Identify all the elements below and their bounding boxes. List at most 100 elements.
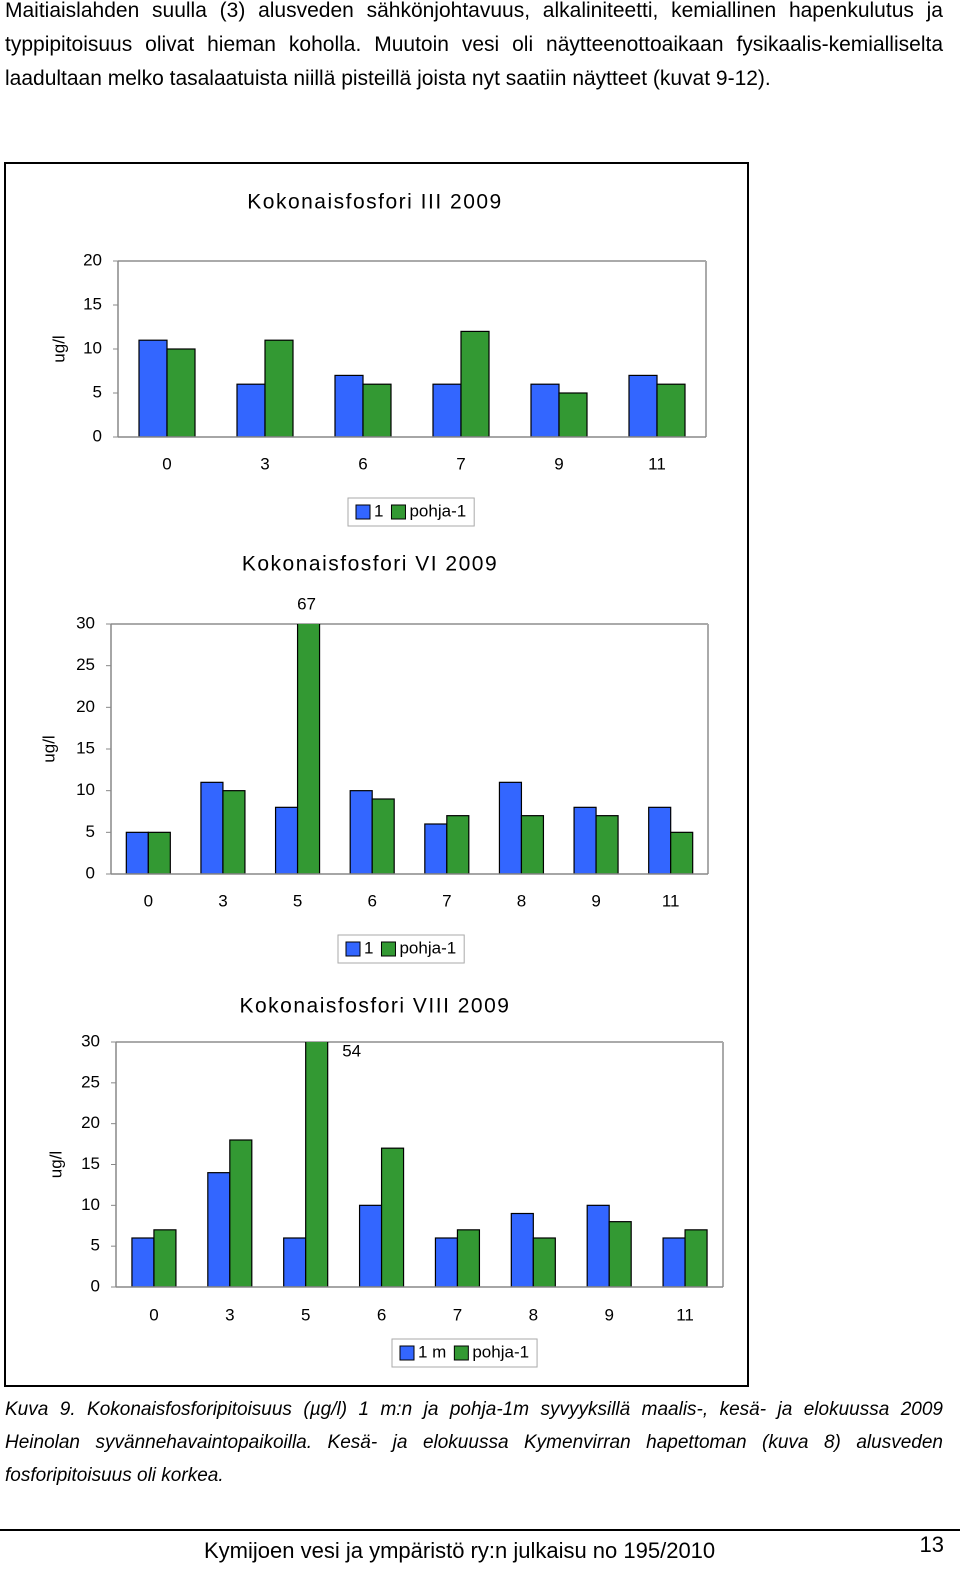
bar	[358, 1204, 383, 1287]
x-tick-label: 6	[358, 454, 367, 473]
bar	[125, 831, 149, 874]
x-tick-label: 3	[218, 891, 227, 910]
bar	[628, 374, 658, 437]
bar	[434, 1237, 459, 1287]
y-tick-label: 15	[81, 1154, 100, 1173]
bar	[131, 1237, 155, 1287]
legend-swatch	[345, 941, 361, 957]
bar	[510, 1212, 534, 1287]
x-tick-label: 7	[456, 454, 465, 473]
y-tick-label: 0	[93, 426, 102, 445]
x-tick-label: 6	[367, 891, 376, 910]
bar	[446, 815, 470, 874]
y-tick-label: 10	[76, 780, 95, 799]
bar	[371, 798, 395, 874]
x-tick-label: 9	[604, 1305, 613, 1324]
y-tick-label: 5	[93, 382, 102, 401]
bar	[236, 383, 266, 437]
bar	[349, 790, 373, 874]
y-tick-label: 30	[81, 1031, 100, 1050]
legend-swatch	[380, 941, 396, 957]
figure-frame	[4, 162, 749, 1387]
bar	[153, 1229, 177, 1287]
bar	[648, 806, 672, 874]
bar	[498, 781, 523, 874]
legend-swatch	[399, 1345, 415, 1361]
data-label: 67	[297, 594, 316, 613]
bars	[125, 624, 694, 874]
x-tick-label: 7	[442, 891, 451, 910]
bar	[207, 1172, 231, 1287]
x-tick-label: 8	[529, 1305, 538, 1324]
bar	[532, 1237, 556, 1287]
x-tick-label: 3	[260, 454, 269, 473]
bar	[380, 1147, 405, 1287]
x-tick-label: 7	[453, 1305, 462, 1324]
page-number: 13	[919, 1532, 944, 1557]
chart-title: Kokonaisfosfori III 2009	[247, 191, 502, 214]
bar	[558, 392, 588, 437]
bar	[608, 1221, 632, 1287]
x-tick-label: 9	[554, 454, 563, 473]
legend-swatch	[355, 504, 371, 520]
legend-label: pohja-1	[472, 1342, 529, 1361]
bar	[305, 1042, 329, 1287]
y-tick-label: 20	[76, 697, 95, 716]
legend-label: 1	[364, 938, 373, 957]
bar	[283, 1237, 307, 1287]
x-tick-label: 0	[144, 891, 153, 910]
footer-text: Kymijoen vesi ja ympäristö ry:n julkaisu…	[204, 1538, 716, 1563]
chart-title: Kokonaisfosfori VIII 2009	[240, 995, 511, 1018]
bars	[138, 330, 686, 437]
x-tick-label: 11	[676, 1305, 694, 1324]
bars	[131, 1042, 708, 1287]
y-axis-label: ug/l	[46, 1151, 65, 1178]
bar	[456, 1229, 481, 1287]
bar	[200, 781, 224, 874]
y-tick-label: 0	[86, 863, 95, 882]
bar	[573, 806, 597, 874]
y-tick-label: 15	[83, 294, 102, 313]
legend-swatch	[390, 504, 406, 520]
bar	[334, 374, 364, 437]
x-tick-label: 6	[377, 1305, 386, 1324]
y-tick-label: 30	[76, 613, 95, 632]
y-tick-label: 5	[91, 1236, 100, 1255]
y-tick-label: 10	[81, 1195, 100, 1214]
bar	[166, 348, 196, 437]
legend-label: 1 m	[418, 1342, 446, 1361]
bar	[138, 339, 168, 437]
x-tick-label: 0	[149, 1305, 158, 1324]
chart-title: Kokonaisfosfori VI 2009	[242, 553, 498, 576]
legend-label: pohja-1	[399, 938, 456, 957]
y-tick-label: 20	[83, 250, 102, 269]
caption: Kuva 9. Kokonaisfosforipitoisuus (µg/l) …	[5, 1399, 943, 1486]
bar	[595, 815, 619, 874]
y-axis-label: ug/l	[49, 335, 68, 362]
data-label: 54	[342, 1041, 361, 1060]
bar	[264, 339, 294, 437]
bar	[460, 330, 490, 437]
x-tick-label: 5	[301, 1305, 310, 1324]
bar	[656, 383, 686, 437]
bar	[662, 1237, 686, 1287]
bar	[586, 1204, 610, 1287]
legend-label: 1	[374, 501, 383, 520]
y-tick-label: 10	[83, 338, 102, 357]
bar	[432, 383, 462, 437]
bar	[424, 823, 448, 874]
x-tick-label: 11	[648, 454, 666, 473]
legend-label: pohja-1	[409, 501, 466, 520]
bar	[274, 806, 299, 874]
x-tick-label: 3	[225, 1305, 234, 1324]
y-tick-label: 20	[81, 1113, 100, 1132]
bar	[362, 383, 392, 437]
bar	[147, 831, 171, 874]
footer-rule	[0, 1529, 960, 1531]
x-tick-label: 8	[517, 891, 526, 910]
bar	[222, 790, 246, 874]
x-tick-label: 11	[662, 891, 680, 910]
y-tick-label: 25	[76, 655, 95, 674]
